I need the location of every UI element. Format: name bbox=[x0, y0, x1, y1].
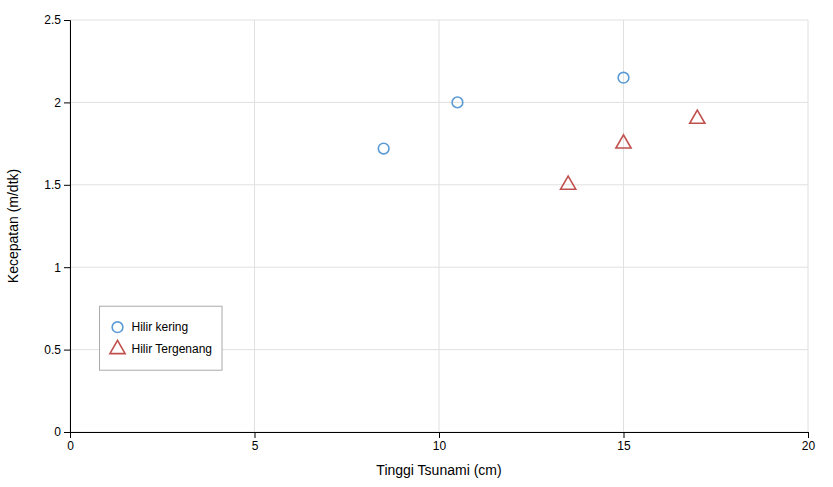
series bbox=[378, 72, 629, 154]
axis-line bbox=[71, 433, 809, 439]
grid-line-x bbox=[808, 20, 809, 432]
grid-line-x bbox=[623, 20, 624, 432]
tick: 0 bbox=[67, 432, 74, 453]
x-axis: 0 5 10 15 20 bbox=[67, 432, 815, 453]
tick: 0.5 bbox=[44, 343, 70, 357]
grid-line-y bbox=[70, 267, 808, 268]
point bbox=[378, 143, 389, 154]
point bbox=[452, 97, 463, 108]
tick-label: 0 bbox=[67, 439, 74, 453]
tick-mark bbox=[808, 432, 809, 438]
tick: 10 bbox=[433, 432, 447, 453]
tick-mark bbox=[439, 432, 440, 438]
tick-mark bbox=[255, 432, 256, 438]
tick-label: 0 bbox=[54, 425, 61, 439]
tick-label: 15 bbox=[617, 439, 631, 453]
tick-label: 0.5 bbox=[44, 343, 61, 357]
grid-line-y bbox=[70, 20, 808, 21]
x-axis-label: Tinggi Tsunami (cm) bbox=[376, 462, 501, 478]
grid-line-x bbox=[254, 20, 255, 432]
legend-box bbox=[100, 306, 223, 370]
axis-line bbox=[64, 21, 71, 433]
point bbox=[561, 176, 576, 189]
tick: 20 bbox=[802, 432, 816, 453]
tick: 15 bbox=[617, 432, 631, 453]
tick: 1.5 bbox=[44, 178, 70, 192]
tick-mark bbox=[64, 350, 70, 351]
plot: 0 5 10 15 20 0 0.5 1 1.5 2 2.5 Hilir kering Hilir Te… bbox=[44, 13, 815, 452]
series bbox=[561, 110, 705, 189]
tick: 2 bbox=[54, 96, 70, 110]
grid-line-x bbox=[439, 20, 440, 432]
legend: Hilir kering Hilir Tergenang bbox=[100, 306, 223, 370]
chart: 0 5 10 15 20 0 0.5 1 1.5 2 2.5 Hilir kering Hilir Te… bbox=[0, 0, 833, 487]
tick-label: 1 bbox=[54, 261, 61, 275]
y-axis: 0 0.5 1 1.5 2 2.5 bbox=[44, 13, 70, 439]
tick-mark bbox=[624, 432, 625, 438]
tick-mark bbox=[64, 20, 70, 21]
tick: 0 bbox=[54, 425, 70, 439]
point bbox=[690, 110, 705, 123]
y-axis-label: Kecepatan (m/dtk) bbox=[5, 169, 21, 283]
tick: 1 bbox=[54, 261, 70, 275]
grid bbox=[70, 20, 808, 432]
grid-line-y bbox=[70, 102, 808, 103]
point bbox=[618, 72, 629, 83]
tick-mark bbox=[64, 267, 70, 268]
legend-label: Hilir kering bbox=[132, 320, 189, 334]
tick-label: 5 bbox=[252, 439, 259, 453]
legend-symbol bbox=[112, 322, 123, 333]
points bbox=[378, 72, 705, 189]
tick-label: 2.5 bbox=[44, 13, 61, 27]
legend-symbol bbox=[110, 340, 125, 353]
tick-mark bbox=[64, 185, 70, 186]
tick-mark bbox=[64, 432, 70, 433]
tick: 5 bbox=[252, 432, 259, 453]
tick-label: 10 bbox=[433, 439, 447, 453]
tick-label: 1.5 bbox=[44, 178, 61, 192]
tick-label: 20 bbox=[802, 439, 816, 453]
tick-label: 2 bbox=[54, 96, 61, 110]
tick-mark bbox=[64, 102, 70, 103]
legend-label: Hilir Tergenang bbox=[132, 342, 213, 356]
point bbox=[616, 135, 631, 148]
grid-line-y bbox=[70, 184, 808, 185]
tick: 2.5 bbox=[44, 13, 70, 27]
